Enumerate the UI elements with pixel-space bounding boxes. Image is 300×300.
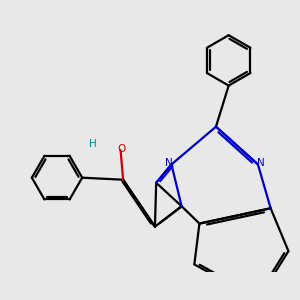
Text: H: H bbox=[88, 139, 96, 149]
Text: N: N bbox=[165, 158, 172, 168]
Text: O: O bbox=[118, 144, 126, 154]
Text: N: N bbox=[257, 158, 265, 168]
